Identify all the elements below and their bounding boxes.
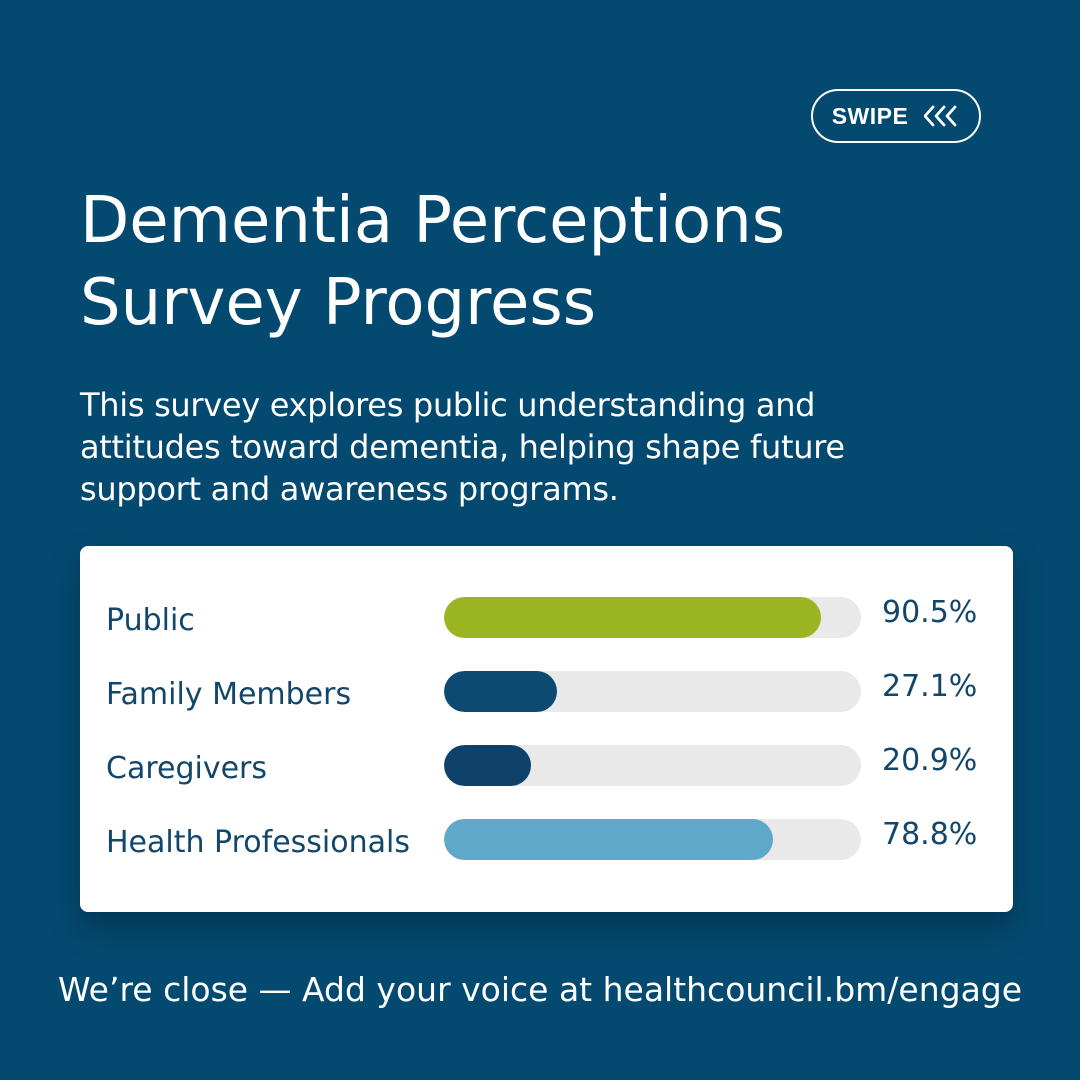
bar-label: Caregivers xyxy=(106,751,268,786)
bar-track xyxy=(444,671,861,712)
bar-track xyxy=(444,597,861,638)
bar-row: Family Members 27.1% xyxy=(80,669,1013,712)
triple-chevron-left-icon xyxy=(924,105,957,127)
bar-label: Public xyxy=(106,603,195,638)
description-line-1: This survey explores public understandin… xyxy=(80,386,816,424)
bar-row: Health Professionals 78.8% xyxy=(80,817,1013,860)
swipe-button[interactable]: SWIPE xyxy=(811,89,981,143)
progress-chart-card: Public 90.5% Family Members 27.1% Caregivers… xyxy=(80,546,1013,912)
bar-label: Family Members xyxy=(106,677,352,712)
bar-label: Health Professionals xyxy=(106,825,410,860)
title-line-2: Survey Progress xyxy=(80,266,597,340)
bar-track xyxy=(444,819,861,860)
bar-row: Caregivers 20.9% xyxy=(80,743,1013,786)
description-line-3: support and awareness programs. xyxy=(80,470,619,508)
bar-fill xyxy=(444,671,557,712)
bar-value-label: 90.5% xyxy=(882,595,978,630)
bar-row: Public 90.5% xyxy=(80,595,1013,638)
bar-value-label: 27.1% xyxy=(882,669,978,704)
call-to-action: We’re close — Add your voice at healthco… xyxy=(57,970,1023,1009)
title-line-1: Dementia Perceptions xyxy=(80,184,786,258)
bar-track xyxy=(444,745,861,786)
description-line-2: attitudes toward dementia, helping shape… xyxy=(80,428,845,466)
bar-value-label: 78.8% xyxy=(882,817,978,852)
swipe-label: SWIPE xyxy=(831,102,909,129)
bar-value-label: 20.9% xyxy=(882,743,978,778)
survey-description: This survey explores public understandin… xyxy=(80,384,980,510)
page-title: Dementia Perceptions Survey Progress xyxy=(80,180,1040,344)
bar-fill xyxy=(444,597,822,638)
bar-fill xyxy=(444,745,532,786)
bar-fill xyxy=(444,819,773,860)
